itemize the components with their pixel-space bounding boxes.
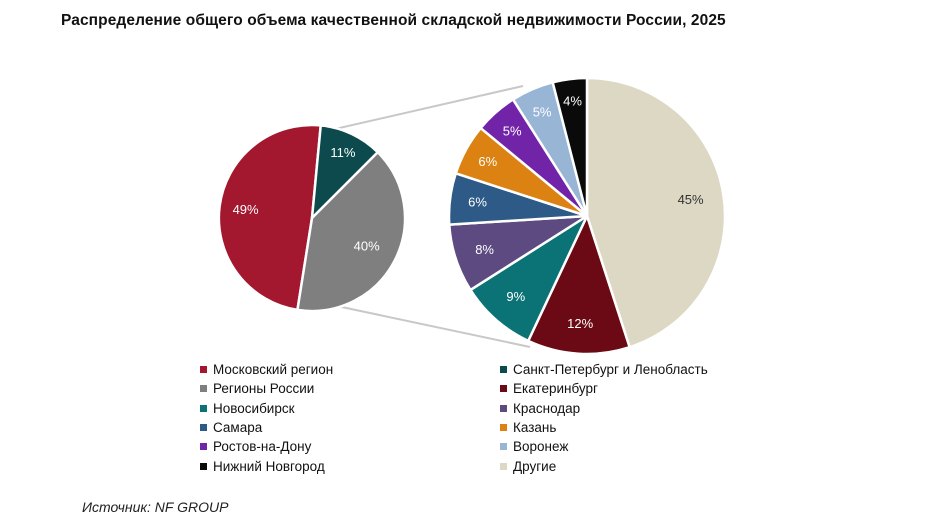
legend-label: Самара — [213, 420, 263, 436]
legend-swatch — [200, 366, 207, 374]
connector-line-top — [334, 85, 524, 130]
data-label-новосибирск: 9% — [506, 289, 525, 304]
connector-line-bottom — [336, 305, 531, 348]
legend-item-регионы-россии: Регионы России — [200, 379, 500, 398]
slice-нижний-новгород — [551, 76, 589, 218]
legend-swatch — [500, 443, 507, 451]
legend-swatch — [500, 385, 507, 393]
legend-label: Краснодар — [513, 400, 581, 416]
data-label-регионы-россии: 40% — [354, 238, 380, 253]
legend-swatch — [200, 462, 207, 470]
legend-item-самара: Самара — [200, 418, 500, 437]
legend-item-другие: Другие — [500, 456, 800, 475]
legend-item-казань: Казань — [500, 418, 800, 437]
slice-московский-регион — [217, 123, 322, 312]
legend-label: Казань — [513, 420, 557, 436]
legend-label: Нижний Новгород — [213, 458, 325, 474]
data-label-другие: 45% — [678, 192, 704, 207]
legend-swatch — [200, 443, 207, 451]
legend-swatch — [200, 404, 207, 412]
chart-title: Распределение общего объема качественной… — [61, 12, 726, 29]
legend-item-санкт-петербург-и-ленобласть: Санкт-Петербург и Ленобласть — [500, 360, 800, 379]
legend-label: Воронеж — [513, 439, 569, 455]
data-label-ростов-на-дону: 5% — [503, 124, 522, 139]
slice-другие — [585, 76, 727, 349]
legend-label: Новосибирск — [213, 400, 295, 416]
legend-item-ростов-на-дону: Ростов-на-Дону — [200, 437, 500, 456]
legend-item-екатеринбург: Екатеринбург — [500, 379, 800, 398]
slice-екатеринбург — [526, 214, 631, 356]
legend-label: Екатеринбург — [513, 381, 598, 397]
legend-swatch — [500, 424, 507, 432]
legend-label: Московский регион — [213, 362, 334, 378]
legend-label: Другие — [513, 458, 557, 474]
data-label-санкт-петербург-и-ленобласть: 11% — [330, 145, 355, 160]
legend-item-новосибирск: Новосибирск — [200, 399, 500, 418]
legend-label: Ростов-на-Дону — [213, 439, 312, 455]
legend: Московский регион Санкт-Петербург и Леноб… — [200, 360, 820, 476]
data-label-нижний-новгород: 4% — [563, 94, 582, 109]
legend-label: Санкт-Петербург и Ленобласть — [513, 362, 708, 378]
legend-item-московский-регион: Московский регион — [200, 360, 500, 379]
legend-label: Регионы России — [213, 381, 315, 397]
data-label-екатеринбург: 12% — [567, 316, 593, 331]
legend-item-воронеж: Воронеж — [500, 437, 800, 456]
legend-item-краснодар: Краснодар — [500, 399, 800, 418]
legend-swatch — [200, 385, 207, 393]
slice-регионы-россии — [296, 150, 407, 313]
data-label-самара: 6% — [468, 195, 487, 210]
source-note: Источник: NF GROUP — [82, 499, 229, 515]
connector-lines — [334, 85, 531, 348]
legend-swatch — [500, 404, 507, 412]
legend-swatch — [500, 462, 507, 470]
data-label-казань: 6% — [478, 154, 497, 169]
legend-swatch — [500, 366, 507, 374]
data-label-краснодар: 8% — [475, 242, 494, 257]
legend-item-нижний-новгород: Нижний Новгород — [200, 456, 500, 475]
left-pie: 49% 11% 40% — [217, 123, 407, 313]
right-pie: 45% 12% 9% 8% 6% 6% 5% 5% 4% — [447, 76, 727, 356]
data-label-московский-регион: 49% — [233, 202, 259, 217]
legend-swatch — [200, 424, 207, 432]
data-label-воронеж: 5% — [533, 105, 552, 120]
